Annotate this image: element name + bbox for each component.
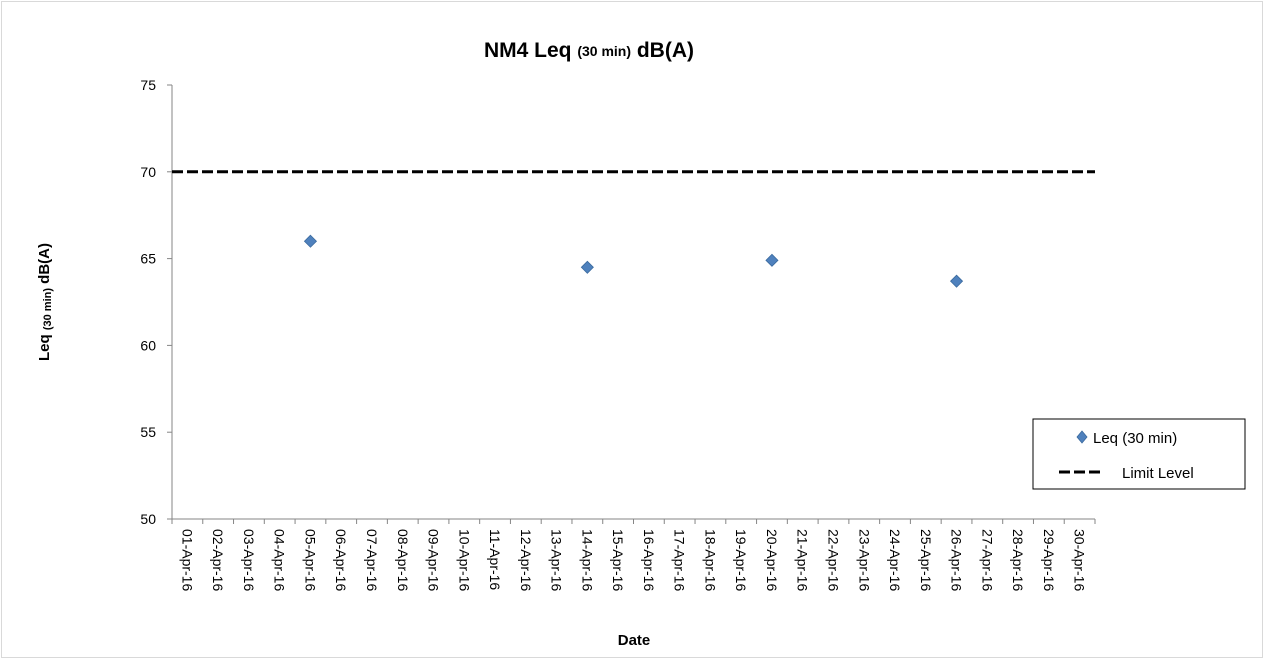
data-point-diamond [303, 234, 318, 248]
x-tick-label: 25-Apr-16 [918, 529, 934, 591]
x-tick-label: 03-Apr-16 [241, 529, 257, 591]
x-tick-label: 20-Apr-16 [764, 529, 780, 591]
x-tick-label: 07-Apr-16 [364, 529, 380, 591]
data-points [303, 234, 964, 288]
x-tick-label: 09-Apr-16 [426, 529, 442, 591]
legend-label-limit: Limit Level [1122, 465, 1194, 482]
y-tick-label: 65 [140, 251, 156, 267]
x-tick-label: 05-Apr-16 [302, 529, 318, 591]
chart-title: NM4 Leq (30 min) dB(A) [484, 39, 694, 62]
legend-label-leq: Leq (30 min) [1093, 430, 1177, 447]
y-ticks: 50 55 60 65 70 75 [140, 77, 172, 527]
y-tick-label: 75 [140, 77, 156, 93]
x-tick-label: 26-Apr-16 [949, 529, 965, 591]
x-tick-label: 21-Apr-16 [795, 529, 811, 591]
data-point-diamond [949, 274, 964, 288]
x-tick-label: 12-Apr-16 [518, 529, 534, 591]
x-tick-label: 19-Apr-16 [733, 529, 749, 591]
legend-box [1032, 418, 1246, 490]
data-point-diamond [580, 260, 594, 274]
x-tick-label: 08-Apr-16 [395, 529, 411, 591]
x-tick-label: 01-Apr-16 [179, 529, 195, 591]
x-ticks: 01-Apr-16 02-Apr-16 03-Apr-16 04-Apr-16 05-A… [171, 519, 1096, 591]
x-tick-label: 22-Apr-16 [825, 529, 841, 591]
legend-diamond-marker [1076, 430, 1088, 444]
axes [171, 85, 1095, 520]
x-tick-label: 14-Apr-16 [579, 529, 595, 591]
x-tick-label: 16-Apr-16 [641, 529, 657, 591]
x-tick-label: 04-Apr-16 [272, 529, 288, 591]
x-tick-label: 23-Apr-16 [856, 529, 872, 591]
x-tick-label: 02-Apr-16 [210, 529, 226, 591]
x-axis-label: Date [618, 632, 651, 649]
legend: Leq (30 min) Limit Level [1032, 418, 1246, 490]
x-tick-label: 10-Apr-16 [456, 529, 472, 591]
x-tick-label: 06-Apr-16 [333, 529, 349, 591]
y-axis-label: Leq (30 min) dB(A) [36, 243, 54, 361]
x-tick-label: 27-Apr-16 [979, 529, 995, 591]
x-tick-label: 17-Apr-16 [672, 529, 688, 591]
y-tick-label: 60 [140, 337, 156, 353]
x-tick-label: 13-Apr-16 [549, 529, 565, 591]
y-tick-label: 50 [140, 511, 156, 527]
x-tick-label: 18-Apr-16 [702, 529, 718, 591]
x-tick-label: 24-Apr-16 [887, 529, 903, 591]
y-tick-label: 55 [140, 424, 156, 440]
x-tick-label: 28-Apr-16 [1010, 529, 1026, 591]
x-tick-label: 15-Apr-16 [610, 529, 626, 591]
data-point-diamond [765, 253, 779, 267]
x-tick-label: 30-Apr-16 [1072, 529, 1088, 591]
x-tick-label: 11-Apr-16 [487, 529, 503, 590]
y-tick-label: 70 [140, 164, 156, 180]
x-tick-label: 29-Apr-16 [1041, 529, 1057, 591]
